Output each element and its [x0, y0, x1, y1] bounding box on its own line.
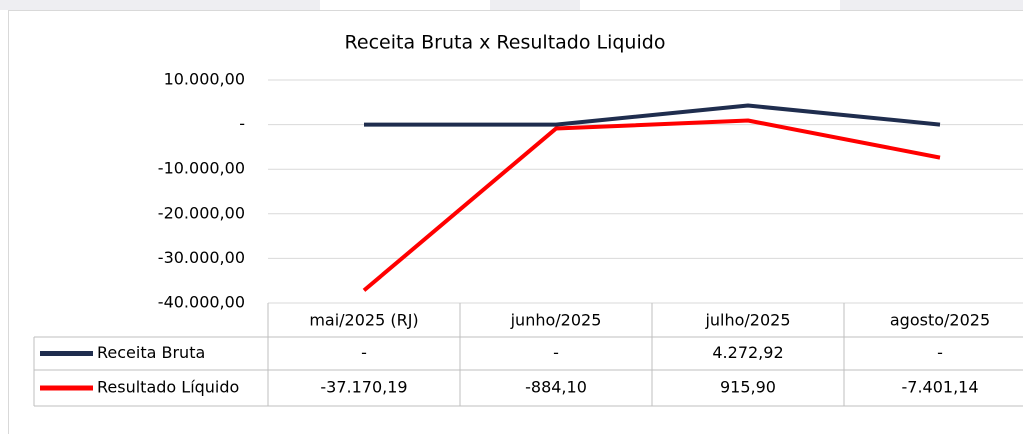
x-tick-label: julho/2025: [704, 311, 790, 330]
y-tick-label: 10.000,00: [164, 70, 245, 89]
table-value: 4.272,92: [712, 343, 783, 362]
chart-area: [8, 10, 1023, 434]
y-tick-label: -30.000,00: [158, 248, 245, 267]
table-value: -37.170,19: [320, 378, 407, 397]
legend-label: Resultado Líquido: [97, 378, 239, 397]
table-value: 915,90: [720, 378, 776, 397]
table-value: -7.401,14: [901, 378, 978, 397]
sheet-strip: [0, 0, 1023, 10]
table-value: -: [553, 343, 559, 362]
table-value: -884,10: [525, 378, 587, 397]
legend-label: Receita Bruta: [97, 343, 205, 362]
table-value: -: [937, 343, 943, 362]
sheet-cell: [580, 0, 840, 10]
x-tick-label: junho/2025: [510, 311, 602, 330]
series-line: [364, 103, 941, 127]
series-line: [362, 118, 941, 292]
y-tick-label: -10.000,00: [158, 159, 245, 178]
table-value: -: [361, 343, 367, 362]
sheet-cell: [320, 0, 490, 10]
x-tick-label: agosto/2025: [890, 311, 990, 330]
chart-title: Receita Bruta x Resultado Liquido: [345, 32, 666, 54]
y-tick-label: -40.000,00: [158, 293, 245, 312]
x-tick-label: mai/2025 (RJ): [309, 311, 418, 330]
y-tick-label: -20.000,00: [158, 203, 245, 222]
y-tick-label: -: [239, 114, 245, 133]
